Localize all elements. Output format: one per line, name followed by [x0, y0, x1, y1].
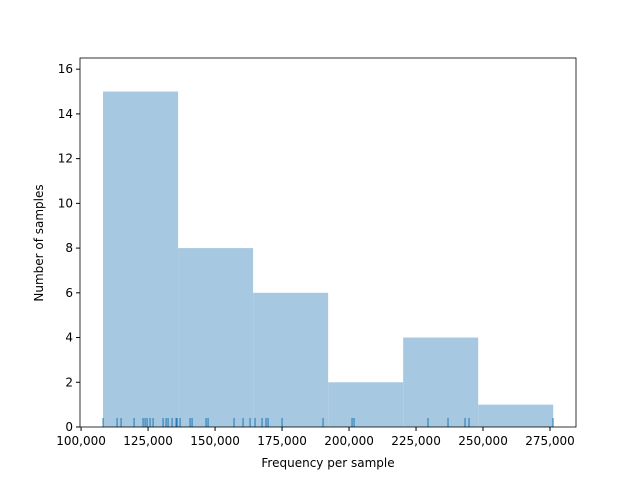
x-tick-label: 225,000 — [391, 434, 441, 448]
y-axis-label: Number of samples — [32, 184, 46, 301]
bar — [328, 382, 404, 427]
bar — [478, 404, 554, 427]
bar — [178, 248, 254, 427]
y-tick-label: 8 — [65, 241, 73, 255]
bar — [103, 91, 179, 427]
y-tick-label: 10 — [58, 196, 73, 210]
bar — [253, 292, 329, 427]
y-tick-label: 0 — [65, 420, 73, 434]
x-tick-label: 175,000 — [257, 434, 307, 448]
x-tick-label: 150,000 — [190, 434, 240, 448]
y-tick-label: 6 — [65, 286, 73, 300]
x-tick-label: 200,000 — [324, 434, 374, 448]
plot-frame — [79, 57, 577, 428]
x-tick-label: 100,000 — [56, 434, 106, 448]
y-tick-label: 12 — [58, 152, 73, 166]
y-tick-label: 2 — [65, 375, 73, 389]
x-tick-label: 250,000 — [458, 434, 508, 448]
y-tick-label: 4 — [65, 331, 73, 345]
x-tick-label: 125,000 — [123, 434, 173, 448]
y-tick-label: 14 — [58, 107, 73, 121]
y-tick-label: 16 — [58, 62, 73, 76]
x-axis-label: Frequency per sample — [261, 456, 394, 470]
x-tick-label: 275,000 — [525, 434, 575, 448]
bar — [403, 337, 479, 427]
